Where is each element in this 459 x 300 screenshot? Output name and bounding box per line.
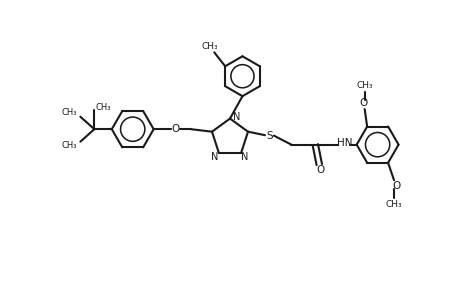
Text: O: O	[392, 181, 400, 191]
Text: N: N	[232, 112, 240, 122]
Text: CH₃: CH₃	[356, 81, 372, 90]
Text: CH₃: CH₃	[95, 103, 111, 112]
Text: CH₃: CH₃	[62, 108, 77, 117]
Text: N: N	[241, 152, 248, 162]
Text: CH₃: CH₃	[202, 42, 218, 51]
Text: O: O	[171, 124, 179, 134]
Text: CH₃: CH₃	[62, 141, 77, 150]
Text: O: O	[315, 165, 324, 175]
Text: O: O	[359, 98, 367, 108]
Text: S: S	[266, 131, 273, 141]
Text: N: N	[211, 152, 218, 162]
Text: HN: HN	[337, 138, 352, 148]
Text: CH₃: CH₃	[385, 200, 402, 209]
